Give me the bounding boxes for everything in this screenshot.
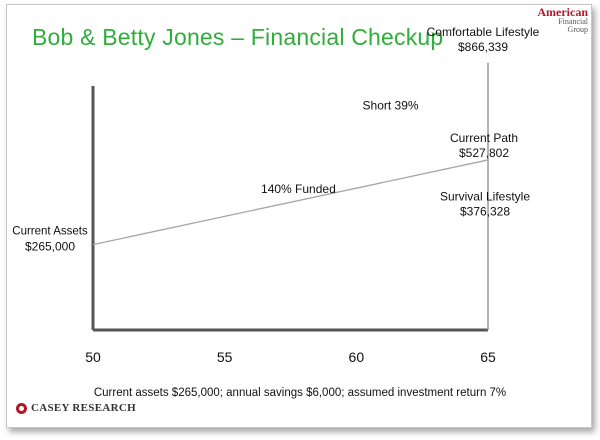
value-survival-lifestyle: $376,328	[460, 205, 510, 219]
value-current-path: $527,802	[459, 146, 509, 160]
series-line-current-path	[92, 159, 489, 246]
slide	[6, 4, 592, 428]
slide-title: Bob & Betty Jones – Financial Checkup	[32, 24, 444, 50]
footnote: Current assets $265,000; annual savings …	[93, 387, 507, 399]
logo-line-1: American	[537, 5, 588, 19]
casey-research-logo: CASEY RESEARCH	[16, 402, 136, 414]
label-current-assets: Current Assets	[12, 226, 88, 238]
value-comfortable-lifestyle: $866,339	[458, 40, 508, 54]
annotation-short: Short 39%	[363, 98, 419, 112]
casey-logo-text: CASEY RESEARCH	[31, 402, 136, 414]
x-tick-label-50: 50	[85, 349, 101, 365]
value-current-assets: $265,000	[25, 240, 75, 254]
casey-logo-icon	[16, 402, 27, 414]
x-tick-label-60: 60	[349, 349, 365, 365]
x-tick-label-65: 65	[480, 349, 496, 365]
logo-line-3: Group	[567, 25, 588, 34]
label-current-path: Current Path	[450, 131, 518, 145]
label-comfortable-lifestyle: Comfortable Lifestyle	[427, 25, 540, 39]
x-tick-label-55: 55	[217, 349, 233, 365]
american-financial-logo: American Financial Group	[537, 6, 588, 34]
logo-line-2: Financial	[558, 17, 588, 26]
annotation-funded: 140% Funded	[261, 182, 336, 196]
label-survival-lifestyle: Survival Lifestyle	[440, 190, 530, 204]
